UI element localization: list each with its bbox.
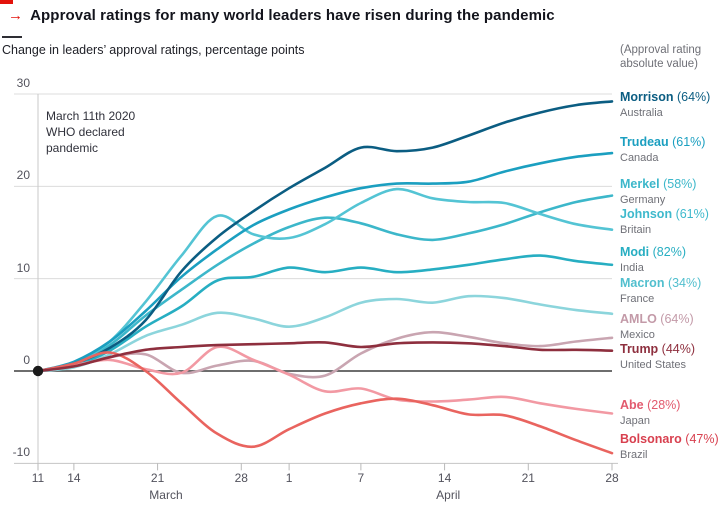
country-name: Canada [620, 151, 659, 164]
x-tick-label-28: 28 [234, 471, 248, 485]
who-annotation-line2: WHO declared [46, 125, 125, 140]
who-annotation-line3: pandemic [46, 141, 99, 156]
series-label-amlo: AMLO (64%) Mexico [620, 310, 728, 342]
approval-absolute-value: (64%) [660, 312, 694, 326]
series-label-bolsonaro: Bolsonaro (47%) Brazil [620, 430, 728, 462]
approval-absolute-value: (28%) [647, 398, 681, 412]
country-name: France [620, 292, 655, 305]
headline-row: → Approval ratings for many world leaders… [8, 7, 708, 24]
series-line-merkel [36, 194, 614, 373]
leader-name: Merkel [620, 177, 664, 191]
who-annotation-line1: March 11th 2020 [46, 109, 136, 123]
x-tick-label-21: 21 [150, 471, 165, 485]
leader-name: Abe [620, 398, 648, 412]
approval-absolute-value: (61%) [672, 135, 706, 149]
series-label-johnson: Johnson (61%) Britain [620, 205, 728, 237]
country-name: Britain [620, 223, 652, 236]
x-tick-label-21: 21 [521, 471, 535, 485]
series-label-trudeau: Trudeau (61%) Canada [620, 133, 728, 165]
x-tick-label-7: 7 [357, 471, 365, 485]
series-label-morrison: Morrison (64%) Australia [620, 88, 728, 120]
leader-name: Trump [620, 342, 662, 356]
country-name: Japan [620, 414, 650, 427]
leader-name: Trudeau [620, 135, 673, 149]
x-tick-label-14: 14 [67, 471, 81, 485]
series-line-amlo [36, 330, 614, 379]
month-label-march: March [149, 488, 183, 502]
leader-name: Modi [620, 245, 653, 259]
page-title: Approval ratings for many world leaders … [30, 7, 555, 24]
y-tick-label--10: -10 [12, 445, 30, 460]
series-label-merkel: Merkel (58%) Germany [620, 175, 728, 207]
leader-name: Johnson [620, 207, 676, 221]
series-line-abe [36, 345, 614, 415]
leader-name: Morrison [620, 90, 677, 104]
headline-arrow-icon: → [8, 7, 24, 24]
country-name: Australia [620, 106, 663, 119]
leader-name: Macron [620, 276, 668, 290]
series-line-johnson [36, 187, 614, 373]
series-line-modi [36, 254, 614, 373]
approval-absolute-value: (44%) [661, 342, 696, 356]
series-line-morrison [36, 100, 614, 373]
approval-absolute-value: (61%) [675, 207, 709, 221]
leader-name: AMLO [620, 312, 661, 326]
kicker-rule [2, 36, 22, 38]
series-line-trump [36, 340, 614, 373]
y-tick-label-0: 0 [23, 353, 30, 367]
x-tick-label-28: 28 [605, 471, 619, 485]
y-tick-label-20: 20 [16, 168, 30, 183]
month-label-april: April [436, 488, 461, 502]
approval-absolute-value: (64%) [676, 90, 711, 104]
country-name: Mexico [620, 328, 655, 341]
series-label-modi: Modi (82%) India [620, 243, 728, 275]
series-line-bolsonaro [36, 351, 614, 455]
series-label-macron: Macron (34%) France [620, 274, 728, 306]
x-tick-label-1: 1 [285, 471, 293, 485]
approval-absolute-value: (47%) [685, 432, 719, 446]
country-name: Brazil [620, 448, 648, 461]
x-tick-label-14: 14 [437, 471, 452, 485]
chart-subtitle: Change in leaders’ approval ratings, per… [2, 43, 305, 57]
y-tick-label-30: 30 [16, 76, 30, 90]
series-line-trudeau [36, 151, 614, 373]
approval-absolute-value: (34%) [667, 276, 702, 290]
brand-mark [0, 0, 13, 4]
approval-absolute-value: (82%) [652, 245, 686, 259]
approval-absolute-note: (Approval rating absolute value) [620, 44, 702, 71]
series-line-macron [36, 294, 614, 373]
leader-name: Bolsonaro [620, 432, 686, 446]
x-tick-label-11: 11 [31, 471, 45, 485]
country-name: India [620, 261, 644, 274]
approval-absolute-value: (58%) [663, 177, 697, 191]
who-annotation: March 11th 2020 WHO declared pandemic [46, 108, 135, 157]
series-label-abe: Abe (28%) Japan [620, 396, 728, 428]
y-tick-label-10: 10 [16, 260, 30, 275]
origin-dot [32, 365, 44, 377]
country-name: United States [620, 358, 687, 371]
country-name: Germany [620, 193, 666, 206]
series-label-trump: Trump (44%) United States [620, 340, 728, 372]
